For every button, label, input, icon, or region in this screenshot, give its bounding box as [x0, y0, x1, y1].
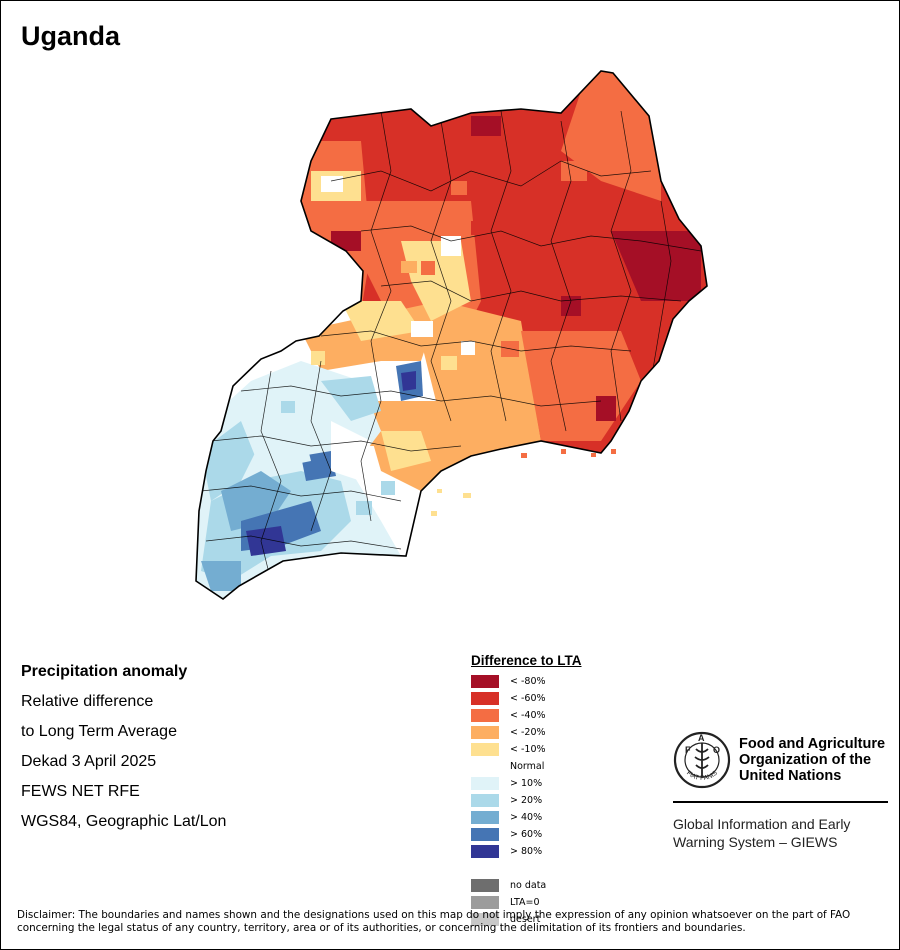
legend-item	[471, 860, 582, 877]
legend-swatch	[471, 828, 499, 841]
legend-item: < -10%	[471, 741, 582, 758]
legend: Difference to LTA < -80% < -60% < -40% < -2…	[471, 653, 582, 928]
map-title: Uganda	[21, 21, 121, 51]
info-projection: WGS84, Geographic Lat/Lon	[21, 813, 227, 830]
info-line1: Relative difference	[21, 693, 154, 710]
legend-swatch	[471, 845, 499, 858]
legend-label: < -60%	[510, 693, 546, 704]
district-boundaries	[200, 110, 702, 582]
legend-label: > 60%	[510, 829, 543, 840]
svg-text:O: O	[713, 745, 720, 755]
legend-swatch	[471, 879, 499, 892]
legend-swatch	[471, 913, 499, 926]
giews-line1: Global Information and Early	[673, 816, 851, 832]
legend-swatch	[471, 811, 499, 824]
legend-label: > 40%	[510, 812, 543, 823]
svg-text:A: A	[698, 733, 705, 743]
legend-title: Difference to LTA	[471, 653, 582, 668]
legend-item: > 20%	[471, 792, 582, 809]
fao-name: Food and Agriculture Organization of the…	[739, 736, 885, 784]
legend-item: Normal	[471, 758, 582, 775]
legend-item: desert	[471, 911, 582, 928]
legend-label: no data	[510, 880, 547, 891]
legend-item: > 40%	[471, 809, 582, 826]
legend-swatch	[471, 862, 499, 875]
legend-label: < -40%	[510, 710, 546, 721]
info-heading: Precipitation anomaly	[21, 663, 188, 680]
map-info-block: Precipitation anomaly Relative differenc…	[21, 657, 226, 837]
legend-item: no data	[471, 877, 582, 894]
info-period: Dekad 3 April 2025	[21, 753, 157, 770]
legend-label: < -10%	[510, 744, 546, 755]
legend-item: < -80%	[471, 673, 582, 690]
legend-swatch	[471, 692, 499, 705]
anomaly-raster	[196, 71, 707, 599]
fao-name-line1: Food and Agriculture	[739, 736, 886, 752]
legend-item: < -60%	[471, 690, 582, 707]
fao-name-line3: United Nations	[739, 768, 842, 784]
legend-swatch	[471, 794, 499, 807]
giews-line2: Warning System – GIEWS	[673, 834, 838, 850]
giews-name: Global Information and Early Warning Sys…	[673, 815, 850, 851]
legend-item: LTA=0	[471, 894, 582, 911]
legend-label: > 20%	[510, 795, 543, 806]
legend-label: LTA=0	[510, 897, 540, 908]
legend-label: Normal	[510, 761, 545, 772]
legend-label: > 10%	[510, 778, 543, 789]
anomaly-map	[195, 70, 708, 600]
info-source: FEWS NET RFE	[21, 783, 140, 800]
legend-label: > 80%	[510, 846, 543, 857]
legend-item: > 60%	[471, 826, 582, 843]
fao-divider	[673, 801, 888, 803]
legend-swatch	[471, 760, 499, 773]
legend-item: > 10%	[471, 775, 582, 792]
legend-label: < -80%	[510, 676, 546, 687]
legend-item: < -40%	[471, 707, 582, 724]
fao-name-line2: Organization of the	[739, 752, 872, 768]
info-line2: to Long Term Average	[21, 723, 177, 740]
fao-logo-icon: F A O FIAT PANIS	[673, 731, 731, 789]
legend-swatch	[471, 743, 499, 756]
lake-shore-specks	[521, 449, 616, 458]
legend-label: < -20%	[510, 727, 546, 738]
legend-swatch	[471, 777, 499, 790]
legend-items: < -80% < -60% < -40% < -20% < -10% Normal > 10…	[471, 673, 582, 928]
legend-label: desert	[510, 914, 541, 925]
disclaimer-text: Disclaimer: The boundaries and names sho…	[17, 909, 851, 934]
legend-swatch	[471, 675, 499, 688]
legend-item: < -20%	[471, 724, 582, 741]
legend-swatch	[471, 726, 499, 739]
svg-text:F: F	[685, 745, 691, 755]
legend-swatch	[471, 896, 499, 909]
legend-item: > 80%	[471, 843, 582, 860]
legend-swatch	[471, 709, 499, 722]
